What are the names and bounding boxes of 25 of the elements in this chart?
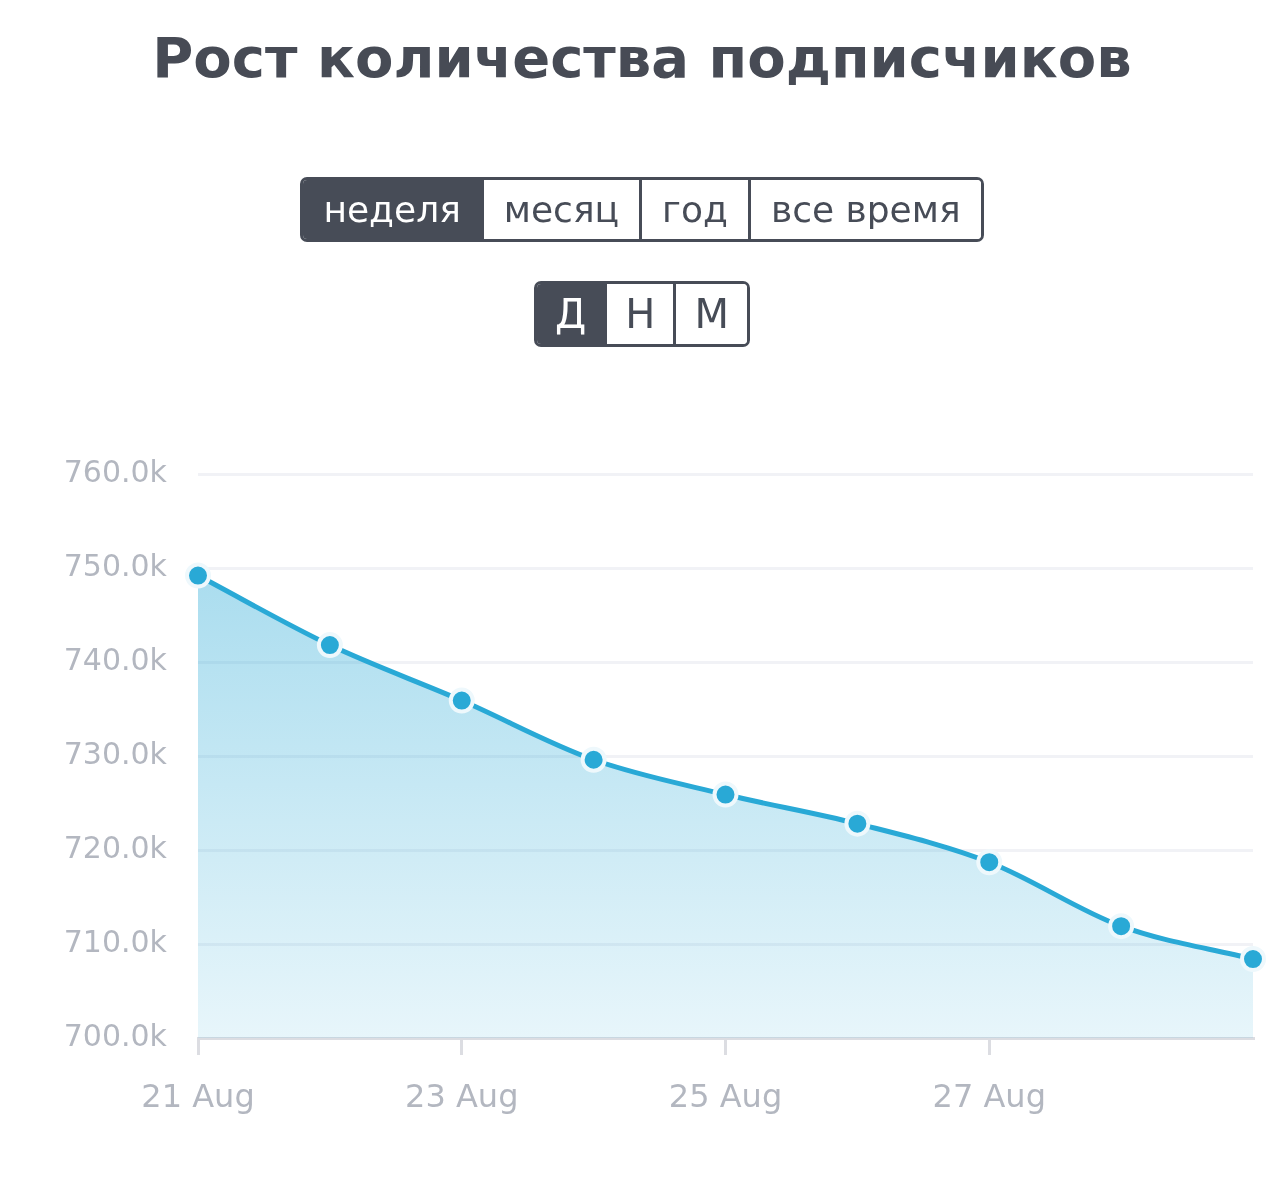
point [185,562,211,589]
interval-button[interactable]: М [673,284,747,344]
point [1240,946,1266,973]
y-tick-label: 750.0k [63,547,168,583]
point [1108,913,1135,940]
x-tick-label: 25 Aug [668,1076,783,1115]
point [580,746,607,773]
point [712,781,739,808]
y-tick-label: 740.0k [63,641,168,677]
y-tick-label: 730.0k [63,735,168,771]
point [316,632,343,659]
y-tick-label: 710.0k [63,923,168,959]
y-tick-label: 760.0k [63,453,168,489]
point [976,849,1003,876]
interval-button[interactable]: Д [537,284,605,344]
point [448,687,475,714]
x-tick-label: 21 Aug [141,1076,255,1115]
chart-title: Рост количества подписчиков [151,25,1133,90]
point [844,810,871,837]
y-tick-label: 700.0k [63,1017,168,1053]
x-tick-label: 27 Aug [932,1076,1046,1115]
y-tick-label: 720.0k [63,829,168,865]
period-button[interactable]: неделя [303,180,481,239]
period-button[interactable]: все время [747,180,981,239]
x-tick-label: 23 Aug [405,1076,519,1115]
